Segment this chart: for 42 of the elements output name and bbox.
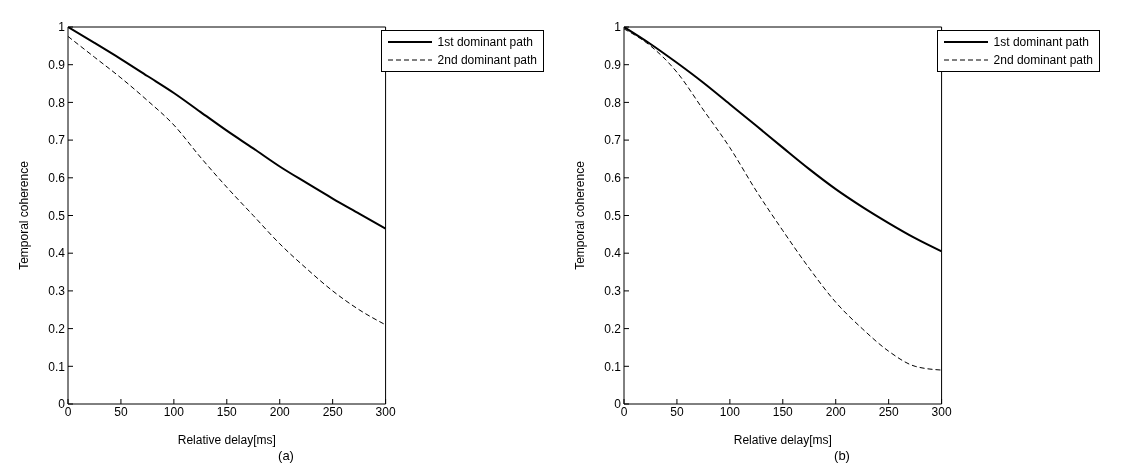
legend-label: 2nd dominant path	[993, 52, 1093, 69]
x-axis-title: Relative delay[ms]	[177, 433, 276, 447]
y-tick-label: 0.7	[604, 133, 622, 148]
y-tick-label: 1	[58, 20, 66, 35]
x-tick-label: 100	[163, 404, 185, 419]
y-tick-label: 0.3	[604, 284, 622, 299]
x-tick-label: 200	[825, 404, 847, 419]
x-tick-label: 250	[878, 404, 899, 419]
x-tick-label: 50	[114, 404, 128, 419]
legend-label: 1st dominant path	[993, 34, 1089, 51]
y-tick-label: 0.3	[48, 284, 66, 299]
y-tick-label: 0.8	[604, 95, 622, 110]
x-tick-label: 50	[670, 404, 684, 419]
x-axis-title: Relative delay[ms]	[733, 433, 832, 447]
x-tick-label: 300	[931, 404, 952, 419]
y-tick-label: 0.2	[604, 321, 622, 336]
y-tick-label: 1	[614, 20, 622, 35]
y-tick-label: 0.9	[604, 57, 622, 72]
y-tick-label: 0.2	[48, 321, 66, 336]
y-tick-label: 0.4	[604, 246, 622, 261]
x-tick-label: 250	[322, 404, 343, 419]
y-tick-label: 0.1	[604, 359, 622, 374]
y-tick-label: 0.4	[48, 246, 66, 261]
y-tick-label: 0.6	[48, 171, 66, 186]
y-tick-label: 0.8	[48, 95, 66, 110]
y-tick-label: 0.5	[48, 208, 66, 223]
text: (b)	[834, 448, 850, 463]
text: (a)	[278, 448, 294, 463]
y-axis-title: Temporal coherence	[573, 160, 588, 270]
y-tick-label: 0.7	[48, 133, 66, 148]
y-axis-title: Temporal coherence	[17, 160, 32, 270]
x-tick-label: 150	[772, 404, 794, 419]
x-tick-label: 200	[269, 404, 291, 419]
legend-label: 1st dominant path	[437, 34, 533, 51]
y-tick-label: 0.5	[604, 208, 622, 223]
legend-label: 2nd dominant path	[437, 52, 537, 69]
y-tick-label: 0.1	[48, 359, 66, 374]
y-tick-label: 0.6	[604, 171, 622, 186]
x-tick-label: 100	[719, 404, 741, 419]
y-tick-label: 0.9	[48, 57, 66, 72]
x-tick-label: 150	[216, 404, 238, 419]
x-tick-label: 300	[375, 404, 396, 419]
